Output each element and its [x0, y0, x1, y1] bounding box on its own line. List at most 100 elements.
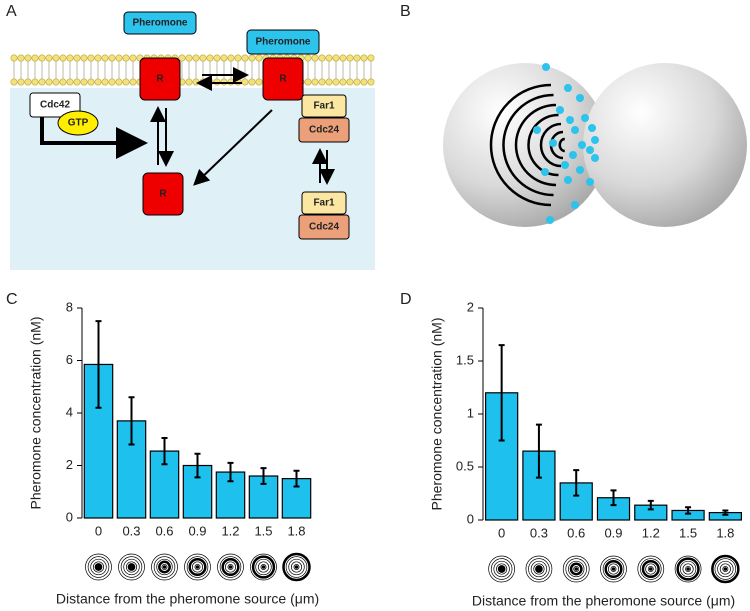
label: Pheromone [132, 18, 187, 29]
ring-icon [217, 553, 244, 581]
lipid-head [318, 54, 326, 62]
pheromone-dot [571, 201, 579, 209]
ring-icon [562, 555, 590, 583]
ring-icon [118, 553, 145, 581]
ring-icon [602, 558, 625, 580]
ring-icon [94, 563, 103, 571]
lipid-head [185, 54, 193, 62]
ring-icon [568, 560, 585, 578]
lipid-head [115, 54, 123, 62]
lipid-head [255, 78, 263, 86]
ring-icon [676, 557, 700, 581]
lipid-head [45, 78, 53, 86]
x-tick-label: 0.9 [188, 523, 206, 538]
pheromone-dot [588, 124, 596, 132]
lipid-head [234, 54, 242, 62]
ring-icon [228, 565, 233, 569]
ring-icon [90, 558, 107, 576]
ring-icon [255, 558, 272, 576]
ring-icon [611, 567, 616, 571]
x-tick-label: 0.6 [155, 523, 173, 538]
ring-icon [120, 556, 143, 578]
ring-icon [682, 563, 694, 575]
lipid-head [199, 54, 207, 62]
ring-icon [221, 557, 240, 577]
pheromone [246, 29, 320, 55]
lipid-head [80, 54, 88, 62]
ring-icon [722, 566, 729, 572]
x-tick-label: 0 [498, 525, 505, 540]
pheromone-dot [581, 114, 589, 122]
lipid-head [59, 78, 67, 86]
label: Far1 [313, 198, 335, 209]
pheromone-dot [556, 106, 564, 114]
error-bar [194, 452, 201, 479]
ring-icon [87, 556, 110, 578]
lipid-head [108, 78, 116, 86]
ring-icon [499, 567, 504, 571]
lipid-head [17, 78, 25, 86]
gtp [57, 110, 99, 136]
ring-icon [711, 554, 740, 584]
y-tick-label: 0 [467, 511, 474, 526]
lipid-head [255, 54, 263, 62]
lipid-head [248, 54, 256, 62]
lipid-head [346, 78, 354, 86]
gradient-ring [539, 122, 562, 168]
ring-icon [640, 558, 662, 580]
y-tick-label: 0 [66, 509, 73, 524]
lipid-head [360, 78, 368, 86]
membrane [10, 54, 375, 86]
ring-icon [129, 565, 134, 569]
y-axis-label: Pheromone concentration (nM) [429, 318, 445, 511]
label: Cdc24 [309, 222, 339, 233]
error-bar [685, 506, 692, 515]
label: Cdc42 [40, 100, 70, 111]
cell [583, 63, 747, 227]
lipid-head [115, 78, 123, 86]
ring-icon [151, 553, 178, 581]
ring-icon [158, 560, 171, 574]
lipid-head [66, 54, 74, 62]
receptor [139, 57, 181, 101]
lipid-head [52, 54, 60, 62]
ring-icon [604, 559, 623, 579]
lipid-head [10, 78, 18, 86]
y-tick-label: 8 [66, 299, 73, 314]
ring-icon [573, 566, 580, 572]
pheromone-dot [561, 161, 569, 169]
ring-icon [282, 552, 311, 582]
pheromone-dot [546, 216, 554, 224]
label: Far1 [313, 101, 335, 112]
pheromone-dot [576, 94, 584, 102]
cdc24 [298, 117, 350, 143]
ring-icon [224, 561, 237, 573]
lipid-head [94, 54, 102, 62]
receptor [142, 172, 184, 216]
lipid-head [87, 78, 95, 86]
pheromone-dot [586, 178, 594, 186]
x-tick-label: 0.3 [122, 523, 140, 538]
lipid-head [122, 54, 130, 62]
lipid-head [94, 78, 102, 86]
cell [443, 63, 607, 227]
panel-label: C [6, 291, 18, 308]
ring-icon [493, 560, 510, 578]
error-bar [161, 436, 168, 466]
ring-icon [123, 558, 140, 576]
pheromone-dot [541, 168, 549, 176]
cdc24 [298, 214, 350, 240]
error-bar [293, 469, 300, 488]
ring-icon [186, 556, 209, 578]
ring-icon [645, 563, 657, 575]
ring-icon [714, 558, 737, 580]
pheromone-dot [569, 151, 577, 159]
y-tick-label: 1 [467, 405, 474, 420]
lipid-head [129, 54, 137, 62]
ring-icon [497, 565, 506, 573]
lipid-head [241, 78, 249, 86]
label: R [279, 74, 287, 85]
label: R [159, 189, 167, 200]
lipid-head [318, 78, 326, 86]
error-bar [227, 461, 234, 483]
